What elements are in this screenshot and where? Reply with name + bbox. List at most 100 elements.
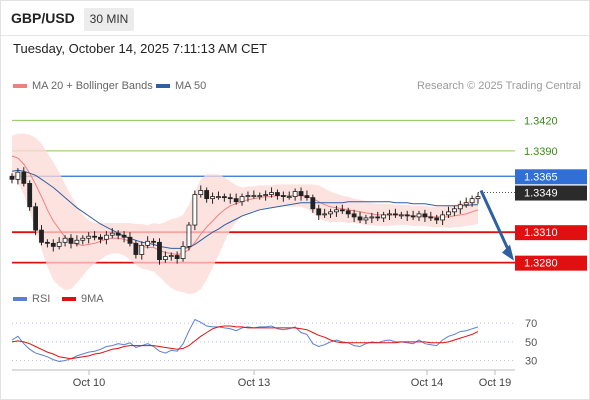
- candle-body: [86, 235, 92, 239]
- candle-body: [334, 209, 339, 213]
- candle-body: [233, 198, 239, 203]
- candle-body: [345, 210, 351, 215]
- candle-body: [452, 208, 457, 213]
- level-label-1.3280: 1.3280: [524, 258, 558, 270]
- ma9-label: 9MA: [81, 293, 104, 305]
- forecast-arrow-shaft: [479, 189, 512, 255]
- legend-ma20: MA 20 + Bollinger Bands: [13, 80, 153, 92]
- level-tag-1.3365: [515, 169, 587, 185]
- legend-ma50: MA 50: [156, 80, 206, 92]
- candle-body: [434, 217, 440, 221]
- candle-body: [74, 239, 80, 244]
- candle-body: [151, 240, 156, 243]
- ma50-line: [11, 169, 478, 249]
- candle-body: [357, 216, 363, 221]
- candle-body: [109, 232, 115, 236]
- candle-body: [210, 196, 215, 200]
- candle-body: [133, 242, 139, 255]
- ma50-swatch: [156, 84, 170, 89]
- candles: [9, 167, 514, 265]
- candle-body: [416, 213, 422, 218]
- candle-body: [227, 197, 233, 200]
- candle-body: [369, 216, 375, 219]
- rsi-swatch: [13, 297, 27, 302]
- candle-body: [168, 255, 174, 257]
- candle-body: [351, 213, 357, 218]
- candle-body: [239, 196, 245, 203]
- candle-body: [280, 195, 286, 198]
- level-label-1.3310: 1.3310: [524, 227, 558, 239]
- candle-body: [139, 244, 145, 255]
- candle-body: [310, 197, 316, 210]
- candle-body: [393, 213, 398, 216]
- candle-body: [410, 215, 416, 218]
- candle-body: [263, 194, 269, 196]
- candle-body: [157, 241, 162, 260]
- candle-body: [127, 236, 133, 244]
- time-tick-label: Oct 13: [238, 377, 270, 389]
- candle-body: [292, 191, 298, 198]
- candle-body: [298, 191, 304, 196]
- candle-body: [162, 256, 168, 260]
- candle-body: [50, 242, 56, 247]
- candle-body: [446, 211, 451, 216]
- legend-rsi: RSI: [13, 293, 50, 305]
- candle-body: [275, 192, 280, 196]
- candle-body: [33, 206, 38, 231]
- candle-body: [92, 235, 97, 238]
- candle-body: [204, 190, 210, 200]
- ma20-label: MA 20 + Bollinger Bands: [32, 80, 153, 92]
- candle-body: [304, 195, 310, 199]
- candle-body: [80, 237, 86, 241]
- candle-body: [339, 209, 345, 212]
- candle-body: [68, 237, 74, 244]
- candle-body: [257, 195, 263, 197]
- level-labels: 1.3420 1.3390 1.3365 1.3310 1.3280 1.3349: [515, 115, 587, 271]
- candle-body: [180, 245, 186, 259]
- candle-body: [62, 237, 68, 243]
- rsi-tick-30: 30: [525, 356, 537, 368]
- ma20-swatch: [13, 84, 27, 89]
- candle-body: [387, 213, 392, 216]
- candle-body: [251, 195, 257, 197]
- candle-body: [198, 190, 204, 195]
- bollinger-band: [12, 133, 478, 295]
- candle-body: [186, 224, 192, 247]
- level-tag-1.3310: [515, 225, 587, 241]
- chart-header: GBP/USD 30 MIN: [1, 1, 589, 36]
- time-tick-label: Oct 10: [73, 377, 105, 389]
- symbol-title: GBP/USD: [11, 10, 75, 26]
- candle-body: [286, 196, 292, 199]
- candle-body: [398, 214, 404, 217]
- candle-body: [363, 217, 369, 221]
- datetime-label: Tuesday, October 14, 2025 7:11:13 AM CET: [13, 41, 268, 56]
- ma50-label: MA 50: [175, 80, 207, 92]
- candle-body: [121, 234, 127, 238]
- candle-body: [27, 182, 33, 208]
- candle-body: [469, 198, 475, 204]
- level-tag-1.3280: [515, 255, 587, 271]
- candle-body: [404, 214, 410, 217]
- time-axis: Oct 10 Oct 13 Oct 14 Oct 19: [12, 369, 515, 389]
- rsi-panel: 70 50 30: [11, 318, 537, 368]
- rsi-line: [11, 318, 479, 363]
- candle-body: [192, 194, 198, 226]
- level-label-1.3365: 1.3365: [524, 171, 558, 183]
- candle-body: [98, 236, 103, 240]
- level-label-1.3420: 1.3420: [524, 115, 558, 127]
- candle-body: [9, 175, 15, 180]
- rsi-label: RSI: [32, 293, 51, 305]
- last-price-tag: [515, 185, 587, 201]
- legend-ma9: 9MA: [62, 293, 104, 305]
- candle-body: [216, 196, 221, 199]
- candle-body: [21, 171, 27, 184]
- last-price-label: 1.3349: [524, 188, 558, 200]
- bollinger-band-area: [12, 133, 478, 295]
- timeframe-button[interactable]: 30 MIN: [84, 8, 134, 31]
- candle-body: [457, 204, 463, 210]
- candle-body: [145, 240, 151, 246]
- candle-body: [322, 213, 328, 216]
- credit-text: Research © 2025 Trading Central: [416, 80, 581, 92]
- candle-body: [245, 195, 251, 198]
